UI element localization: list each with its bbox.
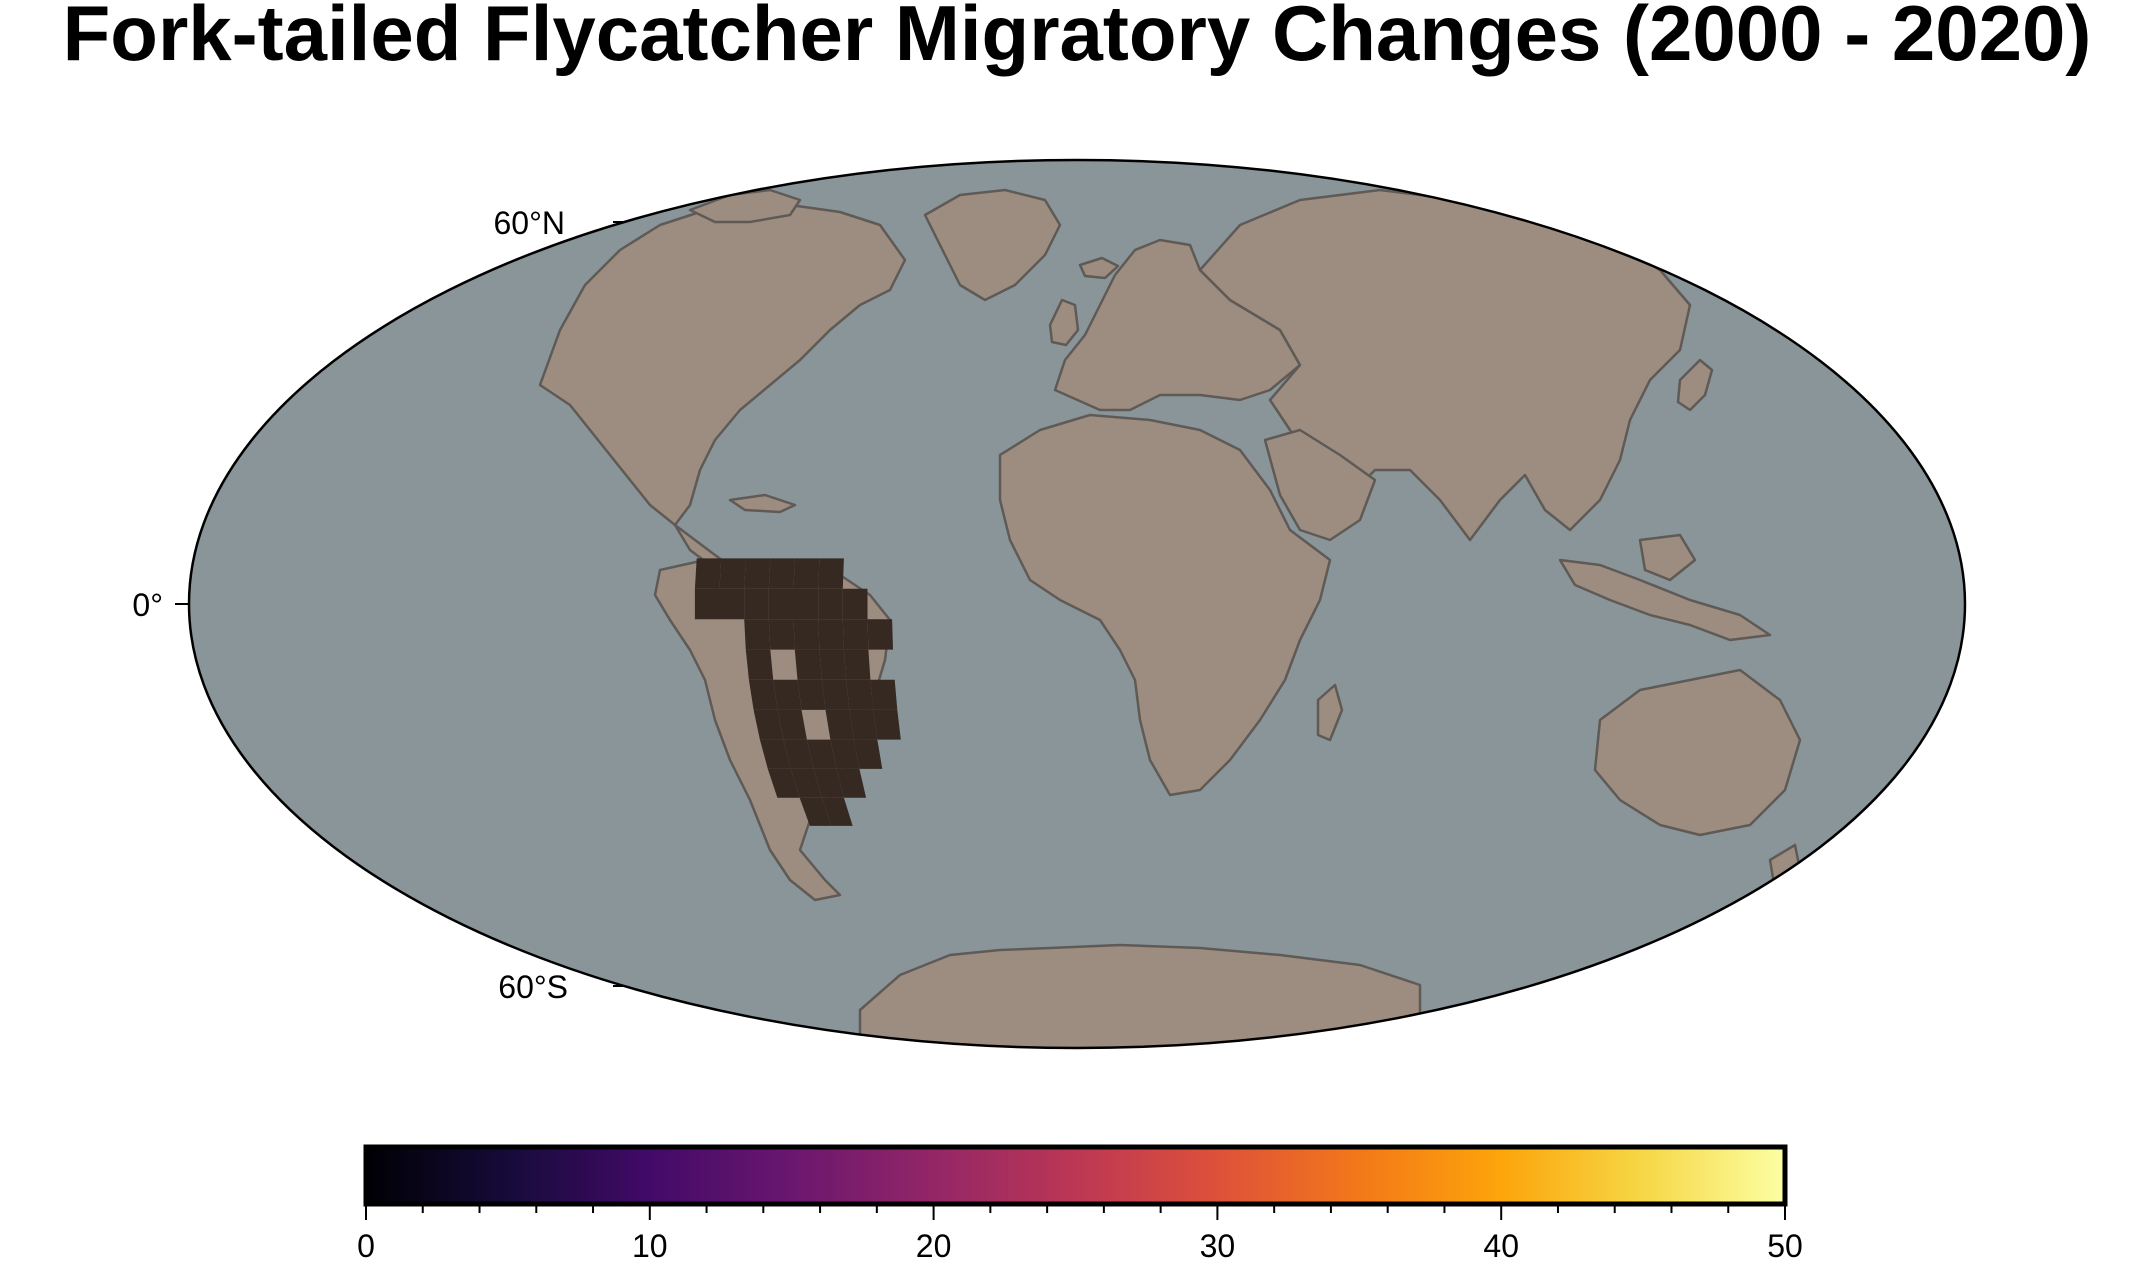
observation-cell — [846, 679, 874, 710]
observation-cell — [783, 739, 814, 769]
observation-cell — [842, 619, 869, 650]
observation-cell — [842, 588, 868, 620]
colorbar: 0 10 20 30 40 50 — [357, 1144, 1803, 1261]
observation-cell — [753, 709, 784, 740]
observation-cell — [793, 588, 819, 620]
observation-cell — [748, 679, 778, 710]
observation-cell — [694, 588, 720, 620]
observation-cell — [843, 649, 871, 680]
map-title: Fork-tailed Flycatcher Migratory Changes… — [63, 0, 2092, 77]
observation-cell — [793, 558, 820, 589]
landmass-antarctica — [858, 943, 1422, 1048]
colorbar-tick-label: 30 — [1200, 1228, 1236, 1261]
observation-cell — [777, 709, 807, 740]
observation-cell — [825, 709, 854, 740]
landmass-australia — [1593, 668, 1802, 837]
observation-cell — [794, 649, 822, 680]
observation-cell — [768, 588, 794, 620]
landmass-greenland — [923, 188, 1062, 302]
landmass-caribbean — [728, 493, 797, 514]
observation-cell — [773, 679, 802, 710]
observation-cell — [719, 588, 745, 620]
colorbar-tick-label: 20 — [916, 1228, 952, 1261]
observation-cells — [694, 558, 901, 826]
observation-cell — [799, 797, 832, 826]
landmass-madagascar — [1316, 683, 1344, 742]
observation-cell — [836, 768, 867, 798]
observation-cell — [818, 619, 844, 650]
observation-cell — [821, 797, 853, 826]
landmass-arabia — [1263, 428, 1377, 542]
observation-cell — [744, 558, 771, 589]
observation-cell — [745, 649, 774, 680]
observation-cell — [806, 739, 837, 769]
colorbar-tick-label: 50 — [1767, 1228, 1803, 1261]
observation-cell — [818, 558, 844, 589]
lat-label-60s: 60°S — [498, 969, 568, 1005]
observation-cell — [867, 619, 893, 650]
observation-cell — [759, 739, 791, 769]
colorbar-ticks: 0 10 20 30 40 50 — [357, 1206, 1803, 1261]
observation-cell — [870, 679, 898, 710]
observation-cell — [853, 739, 883, 769]
observation-cell — [767, 768, 800, 798]
colorbar-tick-label: 0 — [357, 1228, 375, 1261]
lat-label-0: 0° — [132, 587, 163, 623]
observation-cell — [744, 619, 771, 650]
observation-cell — [830, 739, 860, 769]
latitude-axis: 60°N 0° 60°S — [132, 205, 625, 1005]
observation-cell — [768, 558, 795, 589]
observation-cell — [797, 679, 826, 710]
observation-cell — [719, 558, 746, 589]
observation-cell — [790, 768, 822, 798]
colorbar-gradient — [363, 1144, 1788, 1207]
landmass-borneo — [1638, 533, 1697, 582]
observation-cell — [793, 619, 820, 650]
lat-label-60n: 60°N — [494, 205, 566, 241]
observation-cell — [873, 709, 901, 740]
landmass-iceland — [1078, 256, 1120, 280]
landmass-japan — [1676, 358, 1714, 412]
observation-cell — [821, 679, 850, 710]
colorbar-tick-label: 40 — [1483, 1228, 1519, 1261]
landmasses — [538, 188, 1802, 1048]
mollweide-globe — [187, 158, 1967, 1050]
landmass-british-isles — [1048, 298, 1080, 347]
landmass-arctic-islands — [688, 188, 802, 224]
observation-cell — [819, 649, 847, 680]
landmass-africa — [998, 413, 1332, 797]
landmass-north-america — [538, 203, 907, 527]
observation-cell — [768, 619, 795, 650]
landmass-southeast-asia-islands — [1558, 558, 1772, 642]
observation-cell — [744, 588, 769, 620]
observation-cell — [818, 588, 843, 620]
observation-cell — [849, 709, 878, 740]
observation-cell — [813, 768, 844, 798]
observation-cell — [694, 558, 722, 589]
colorbar-tick-label: 10 — [632, 1228, 668, 1261]
